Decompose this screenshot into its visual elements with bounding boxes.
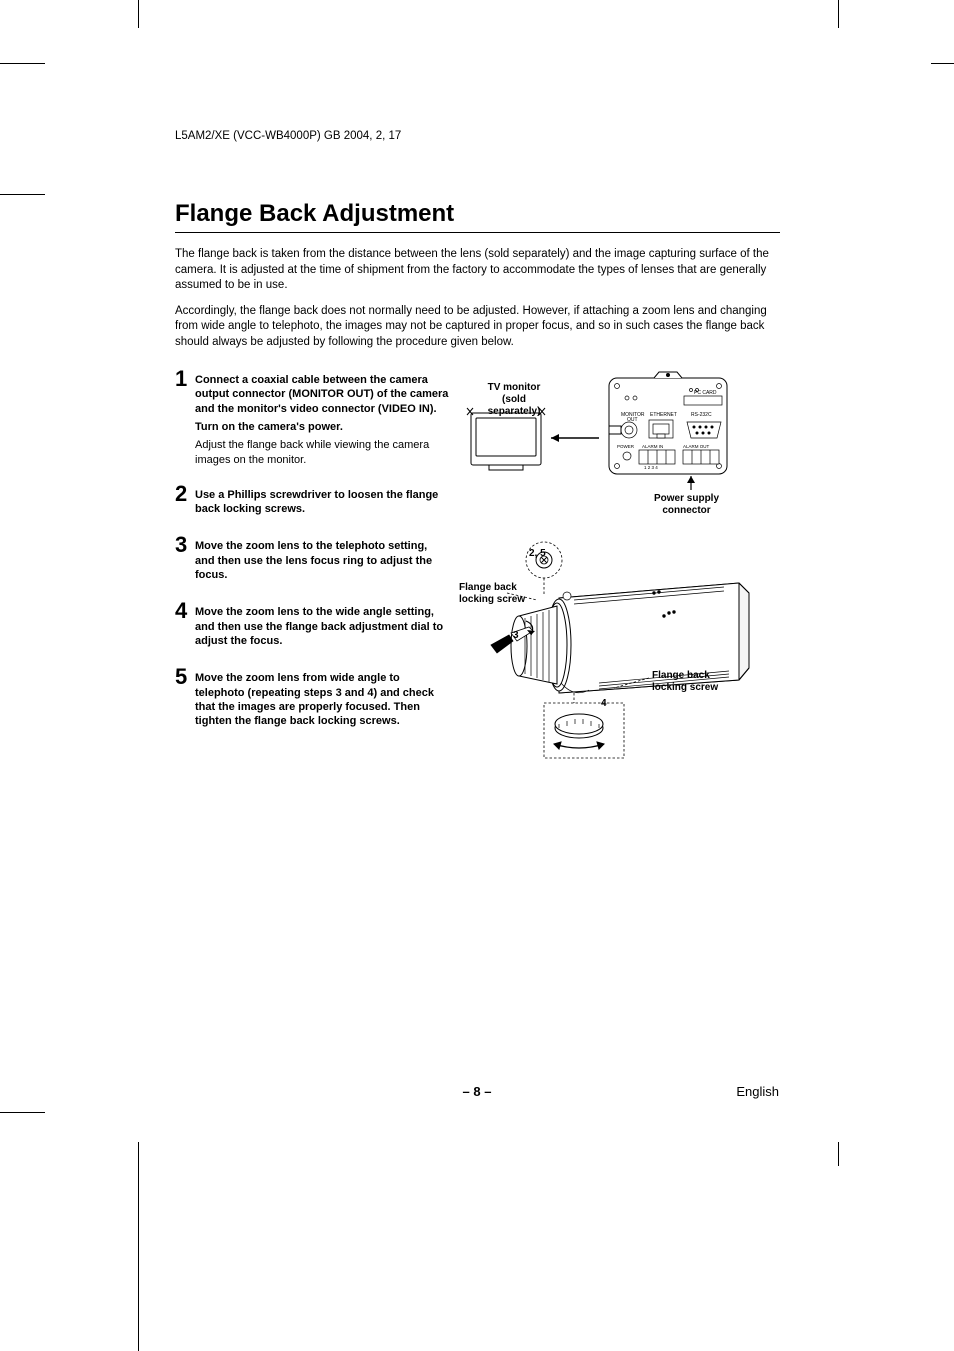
- step-text: Move the zoom lens from wide angle to te…: [195, 671, 449, 728]
- label-text: connector: [662, 505, 710, 516]
- label-alarmin: ALARM IN: [642, 444, 663, 449]
- crop-mark: [0, 194, 45, 195]
- crop-mark: [931, 63, 954, 64]
- callout-25: 2, 5: [529, 548, 546, 560]
- crop-mark: [0, 63, 45, 64]
- step-5: 5 Move the zoom lens from wide angle to …: [175, 666, 449, 732]
- step-text: Use a Phillips screwdriver to loosen the…: [195, 488, 449, 517]
- step-1: 1 Connect a coaxial cable between the ca…: [175, 368, 449, 469]
- step-body: Move the zoom lens to the wide angle set…: [195, 600, 449, 652]
- label-text: locking screw: [459, 594, 525, 605]
- page-footer: – 8 –: [0, 1084, 954, 1099]
- label-pccard: PC CARD: [694, 390, 717, 396]
- page-content: L5AM2/XE (VCC-WB4000P) GB 2004, 2, 17 Fl…: [175, 130, 780, 746]
- title-rule: [175, 232, 780, 233]
- step-3: 3 Move the zoom lens to the telephoto se…: [175, 534, 449, 586]
- step-4: 4 Move the zoom lens to the wide angle s…: [175, 600, 449, 652]
- crop-mark: [138, 1142, 139, 1351]
- power-supply-label: Power supply connector: [654, 493, 719, 517]
- callout-4: 4: [601, 698, 607, 710]
- step-text: Move the zoom lens to the wide angle set…: [195, 605, 449, 648]
- callout-3: 3: [513, 630, 519, 642]
- camera-side-diagram: [459, 538, 779, 788]
- intro-paragraph: The flange back is taken from the distan…: [175, 247, 780, 294]
- diagram-column: MONITOR OUT ETHERNET RS-232C PC CARD POW…: [459, 368, 780, 746]
- step-text: Connect a coaxial cable between the came…: [195, 373, 449, 416]
- label-text: Flange back: [652, 670, 710, 681]
- step-number: 1: [175, 368, 195, 469]
- step-body: Connect a coaxial cable between the came…: [195, 368, 449, 469]
- step-text: Move the zoom lens to the telephoto sett…: [195, 539, 449, 582]
- content-row: 1 Connect a coaxial cable between the ca…: [175, 368, 780, 746]
- step-body: Move the zoom lens to the telephoto sett…: [195, 534, 449, 586]
- step-body: Move the zoom lens from wide angle to te…: [195, 666, 449, 732]
- step-2: 2 Use a Phillips screwdriver to loosen t…: [175, 483, 449, 521]
- flange-back-label-bottom: Flange back locking screw: [652, 670, 718, 694]
- label-power: POWER: [617, 444, 635, 449]
- step-body: Use a Phillips screwdriver to loosen the…: [195, 483, 449, 521]
- label-text: Power supply: [654, 493, 719, 504]
- crop-mark: [838, 1142, 839, 1166]
- label-text: TV monitor: [488, 382, 541, 393]
- intro-paragraph: Accordingly, the flange back does not no…: [175, 304, 780, 351]
- step-number: 5: [175, 666, 195, 732]
- label-rs232c: RS-232C: [691, 412, 712, 418]
- step-text: Adjust the flange back while viewing the…: [195, 438, 449, 467]
- tv-monitor-label: TV monitor (sold separately): [479, 382, 549, 418]
- step-text: Turn on the camera's power.: [195, 420, 449, 434]
- step-number: 2: [175, 483, 195, 521]
- label-alarmout: ALARM OUT: [683, 444, 710, 449]
- svg-text:1 2 3 4: 1 2 3 4: [644, 465, 658, 470]
- label-text: (sold separately): [488, 394, 541, 417]
- label-ethernet: ETHERNET: [650, 412, 677, 418]
- steps-column: 1 Connect a coaxial cable between the ca…: [175, 368, 459, 746]
- page-number: – 8 –: [463, 1084, 492, 1099]
- crop-mark: [138, 0, 139, 28]
- crop-mark: [0, 1112, 45, 1113]
- label-text: Flange back: [459, 582, 517, 593]
- label-out: OUT: [627, 417, 638, 423]
- language-label: English: [736, 1084, 779, 1099]
- document-header: L5AM2/XE (VCC-WB4000P) GB 2004, 2, 17: [175, 130, 780, 142]
- step-number: 4: [175, 600, 195, 652]
- step-number: 3: [175, 534, 195, 586]
- page-title: Flange Back Adjustment: [175, 200, 780, 228]
- flange-back-label-top: Flange back locking screw: [459, 582, 525, 606]
- crop-mark: [838, 0, 839, 28]
- label-text: locking screw: [652, 682, 718, 693]
